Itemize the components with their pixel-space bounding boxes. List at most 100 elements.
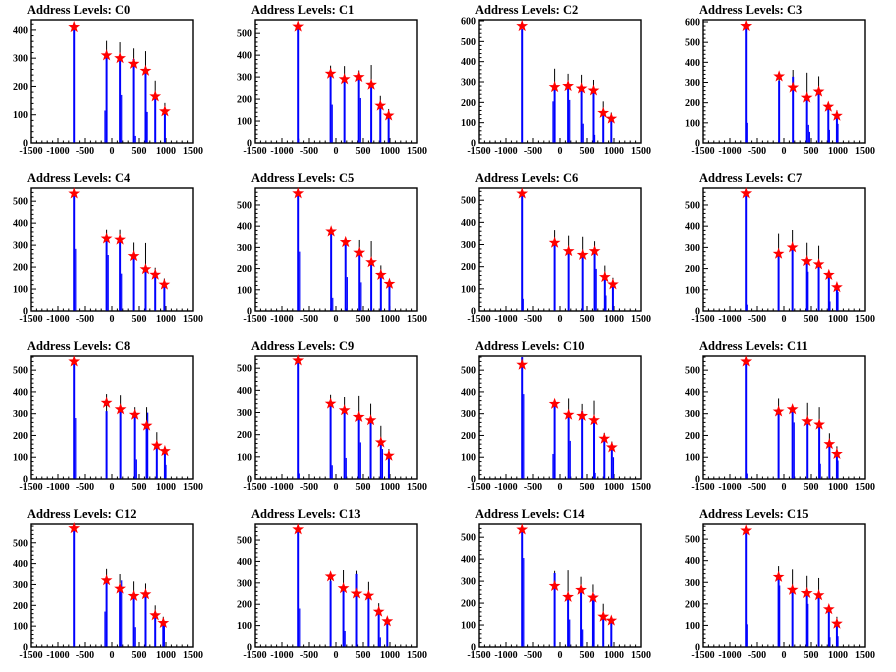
x-tick-label: 1500: [631, 482, 651, 493]
star-marker: [822, 100, 835, 112]
x-tick-label: -500: [300, 482, 318, 493]
x-tick-label: -1500: [243, 146, 266, 157]
star-marker: [605, 112, 618, 124]
star-marker: [516, 358, 529, 370]
x-tick-label: -1000: [718, 482, 741, 493]
star-marker: [374, 268, 387, 280]
star-marker: [350, 587, 363, 599]
y-tick-label: 0: [23, 475, 28, 486]
y-tick-label: 500: [237, 200, 252, 211]
chart-title: Address Levels: C1: [251, 3, 354, 17]
star-marker: [68, 187, 81, 199]
x-tick-label: -1500: [691, 314, 714, 325]
x-tick-label: -1500: [467, 146, 490, 157]
chart-title: Address Levels: C3: [699, 3, 802, 17]
y-tick-label: 300: [13, 409, 28, 420]
x-tick-label: 1000: [828, 482, 848, 493]
x-tick-label: -500: [300, 146, 318, 157]
x-tick-label: -1500: [19, 314, 42, 325]
x-tick-label: 0: [334, 650, 339, 661]
star-marker: [831, 447, 843, 459]
y-tick-label: 0: [23, 139, 28, 150]
x-tick-label: -500: [748, 482, 766, 493]
star-marker: [159, 444, 171, 457]
star-marker: [150, 439, 163, 451]
y-tick-label: 200: [13, 82, 28, 93]
chart-svg: -1500 -1000 -500 0 500 1000 1500 0 100 200 300 400 5…: [237, 3, 427, 157]
x-tick-label: 1000: [156, 482, 176, 493]
plot-frame: [254, 19, 418, 144]
x-tick-label: -500: [76, 482, 94, 493]
star-marker: [800, 254, 813, 267]
star-marker: [786, 241, 799, 253]
star-marker: [813, 418, 825, 430]
y-tick-label: 300: [13, 241, 28, 252]
x-tick-label: 500: [804, 314, 819, 325]
x-tick-label: 1500: [631, 650, 651, 661]
star-marker: [588, 244, 601, 257]
y-tick-label: 400: [237, 222, 252, 233]
y-tick-label: 200: [685, 98, 700, 109]
star-marker: [324, 67, 337, 79]
star-marker: [382, 109, 395, 121]
y-tick-label: 200: [685, 431, 700, 442]
x-tick-label: -500: [524, 650, 542, 661]
star-marker: [100, 49, 113, 61]
star-marker: [149, 268, 162, 280]
plot-frame: [702, 523, 866, 648]
star-marker: [588, 414, 600, 426]
chart-svg: -1500 -1000 -500 0 500 1000 1500 0 100 200 300 400 5…: [461, 171, 651, 325]
y-tick-label: 400: [461, 57, 476, 68]
chart-title: Address Levels: C14: [475, 507, 585, 521]
y-tick-label: 600: [685, 18, 700, 29]
y-tick-label: 100: [237, 452, 252, 463]
star-marker: [597, 610, 610, 622]
plot-frame: [478, 19, 642, 144]
x-tick-label: 1000: [828, 650, 848, 661]
x-tick-label: -1000: [718, 650, 741, 661]
star-marker: [812, 589, 825, 601]
y-tick-label: 0: [247, 475, 252, 486]
x-tick-label: -500: [76, 650, 94, 661]
x-tick-label: -1000: [46, 650, 69, 661]
chart-title: Address Levels: C2: [475, 3, 578, 17]
y-tick-label: 300: [237, 73, 252, 84]
star-marker: [548, 579, 561, 591]
x-tick-label: 0: [782, 482, 787, 493]
plot-frame: [30, 187, 194, 312]
x-tick-label: -1500: [243, 314, 266, 325]
star-marker: [576, 248, 589, 260]
pad-c12: -1500 -1000 -500 0 500 1000 1500 0 100 200 300 400 5…: [0, 504, 224, 672]
chart-svg: -1500 -1000 -500 0 500 1000 1500 0 100 200 300 400 5…: [461, 507, 651, 661]
chart-svg: -1500 -1000 -500 0 500 1000 1500 0 100 200 300 400 5…: [237, 171, 427, 325]
star-marker: [831, 109, 843, 121]
y-tick-label: 0: [695, 139, 700, 150]
star-marker: [576, 409, 589, 421]
star-marker: [157, 616, 170, 629]
y-tick-label: 500: [461, 533, 476, 544]
x-tick-label: -1000: [718, 146, 741, 157]
y-tick-label: 400: [237, 386, 252, 397]
x-tick-label: -1500: [691, 650, 714, 661]
star-marker: [292, 20, 305, 32]
pad-c7: -1500 -1000 -500 0 500 1000 1500 0 100 200 300 400 5…: [672, 168, 896, 336]
star-marker: [562, 408, 575, 420]
star-marker: [127, 249, 140, 262]
x-tick-label: 500: [804, 650, 819, 661]
y-tick-label: 0: [247, 307, 252, 318]
x-tick-label: 1000: [156, 314, 176, 325]
y-tick-label: 400: [461, 387, 476, 398]
x-tick-label: 1000: [828, 146, 848, 157]
pad-c6: -1500 -1000 -500 0 500 1000 1500 0 100 200 300 400 5…: [448, 168, 672, 336]
x-tick-label: 1000: [380, 314, 400, 325]
chart-svg: -1500 -1000 -500 0 500 1000 1500 0 100 200 300 400 A…: [13, 3, 203, 157]
star-marker: [339, 235, 352, 248]
y-tick-label: 400: [13, 559, 28, 570]
y-tick-label: 200: [237, 430, 252, 441]
plot-frame: [30, 523, 194, 648]
y-tick-label: 0: [695, 307, 700, 318]
y-tick-label: 100: [13, 453, 28, 464]
star-marker: [139, 64, 152, 76]
plot-frame: [30, 19, 194, 144]
star-marker: [516, 19, 529, 32]
